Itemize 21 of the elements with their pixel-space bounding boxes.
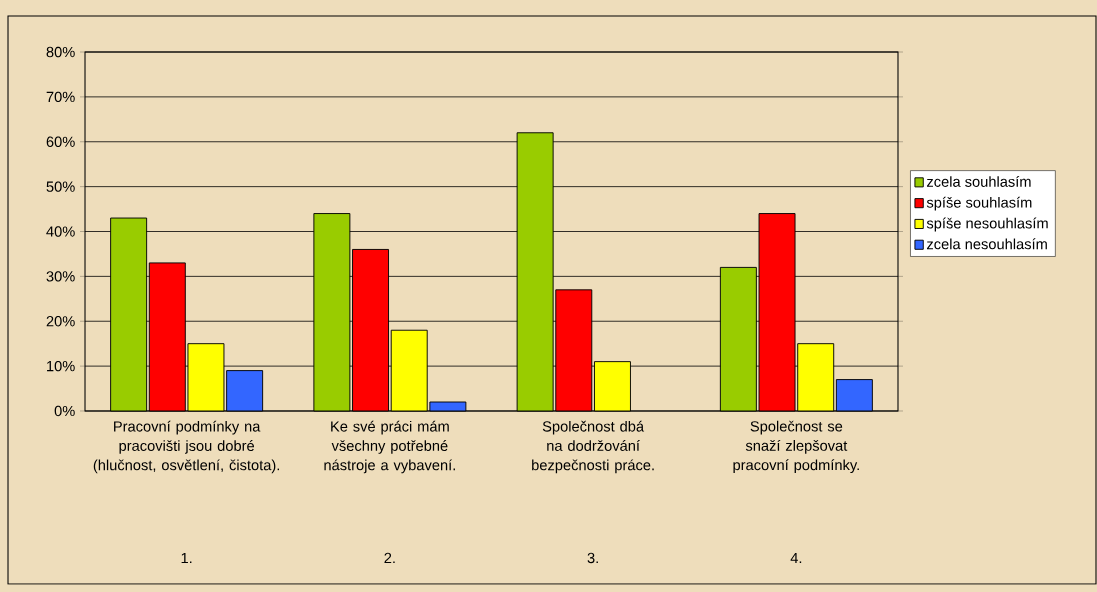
legend-label: zcela souhlasím	[926, 175, 1031, 187]
text: 1.	[181, 552, 192, 563]
y-tick-label: 70%	[46, 91, 75, 103]
text: 3.	[587, 552, 598, 564]
legend-label: spíše souhlasím	[926, 196, 1032, 211]
x-tick-label: Společnost se snaží zlepšovat pracovní podmínky.	[733, 420, 859, 474]
y-tick-label: 80%	[46, 46, 75, 58]
x-tick-label: Společnost dbá na dodržování bezpečnosti práce.	[532, 420, 654, 474]
text: 4.	[790, 552, 802, 563]
x-tick-label: Ke své práci mám všechny potřebné nástroje a vybavení.	[324, 420, 455, 474]
legend-label: zcela nesouhlasím	[926, 238, 1047, 250]
y-tick-label: 20%	[46, 316, 75, 327]
y-tick-label: 0%	[54, 405, 75, 417]
y-tick-label: 10%	[47, 360, 75, 372]
text: 2.	[384, 552, 395, 563]
y-tick-label: 40%	[46, 226, 75, 237]
y-tick-label: 30%	[46, 271, 75, 282]
y-tick-label: 60%	[46, 136, 75, 147]
x-tick-label: Pracovní podmínky na pracovišti jsou dobré (hlučnost, osvětlení, čistota).	[93, 420, 280, 474]
y-tick-label: 50%	[46, 181, 75, 192]
legend-label: spíše nesouhlasím	[926, 217, 1048, 232]
